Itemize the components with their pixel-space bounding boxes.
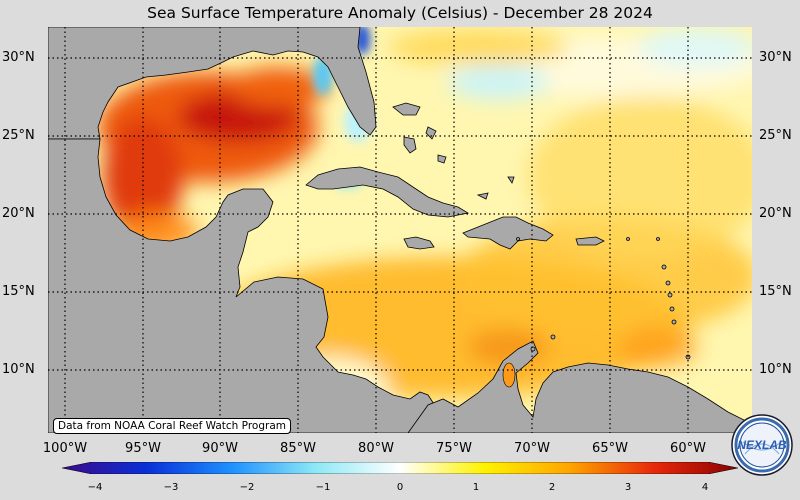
antilles-island [516,237,520,241]
lake-maracaibo [502,362,516,388]
colorbar-tick: 3 [624,482,632,493]
colorbar-tick: −2 [239,482,255,493]
map-canvas [48,27,752,433]
lat-label-left-25n: 25°N [2,128,35,143]
lon-label-95w: 95°W [125,441,161,456]
bahamas-island [437,154,447,164]
lat-label-left-30n: 30°N [2,50,35,65]
antilles-island [671,319,677,325]
lon-label-70w: 70°W [514,441,550,456]
south-america [407,340,752,433]
lat-label-right-30n: 30°N [759,50,792,65]
colorbar-tick: −3 [163,482,179,493]
colorbar [62,462,738,474]
colorbar-tick: 4 [701,482,709,493]
colorbar-gradient [62,462,738,474]
lat-label-left-20n: 20°N [2,206,35,221]
antilles-island [661,264,667,270]
lat-label-right-20n: 20°N [759,206,792,221]
colorbar-tick: 1 [472,482,480,493]
bahamas-island [476,192,489,200]
hispaniola [462,216,554,250]
lat-label-right-10n: 10°N [759,362,792,377]
graticule [48,27,752,433]
lat-label-left-10n: 10°N [2,362,35,377]
bahamas-island [403,136,417,154]
colorbar-tick: 2 [548,482,556,493]
antilles-island [669,306,675,312]
puerto-rico [575,236,605,246]
bahamas-island [392,102,421,116]
colorbar-tick: −1 [315,482,331,493]
lon-label-80w: 80°W [358,441,394,456]
sst-anomaly-map[interactable] [48,27,752,433]
lon-label-85w: 85°W [280,441,316,456]
data-credit: Data from NOAA Coral Reef Watch Program [53,418,291,434]
bahamas-island [425,126,437,140]
united-states [48,27,377,140]
logo-text: NEXLAB [737,438,787,452]
nexlab-logo: NEXLAB [731,414,793,476]
central-america [48,138,445,433]
lat-label-left-15n: 15°N [2,284,35,299]
cuba [305,166,470,218]
lon-label-65w: 65°W [592,441,628,456]
abc-island [550,334,556,340]
lon-label-100w: 100°W [42,441,88,456]
lon-label-60w: 60°W [670,441,706,456]
colorbar-tick: 0 [396,482,404,493]
jamaica [403,236,435,250]
map-title: Sea Surface Temperature Anomaly (Celsius… [147,4,653,22]
lat-label-right-15n: 15°N [759,284,792,299]
colorbar-tick: −4 [87,482,103,493]
antilles-island [656,237,660,241]
lat-label-right-25n: 25°N [759,128,792,143]
lon-label-75w: 75°W [436,441,472,456]
antilles-island [626,237,630,241]
land-masses [48,27,752,433]
antilles-island [665,280,671,286]
lon-label-90w: 90°W [202,441,238,456]
antilles-island [667,292,673,298]
bahamas-island [507,176,515,184]
